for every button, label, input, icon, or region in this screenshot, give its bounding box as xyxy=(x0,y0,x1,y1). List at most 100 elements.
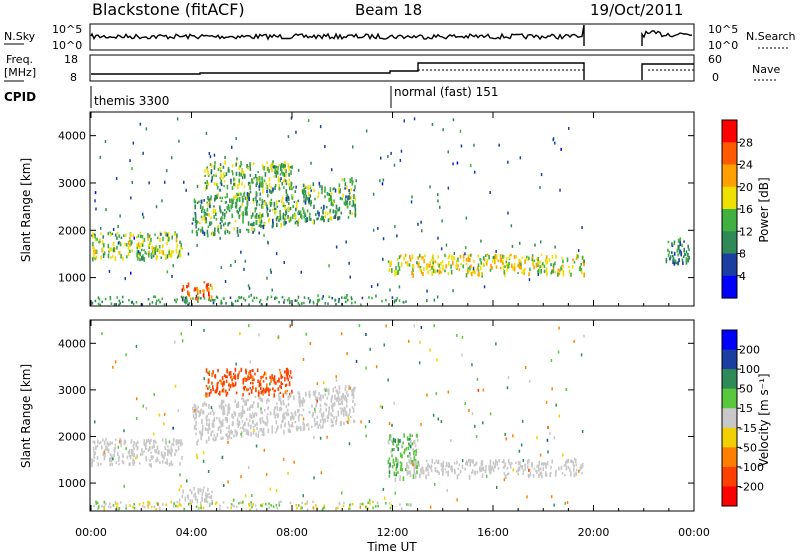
echo-cell xyxy=(262,387,265,392)
echo-cell xyxy=(688,248,690,251)
echo-cell xyxy=(495,249,497,253)
echo-cell xyxy=(235,505,238,509)
echo-cell xyxy=(458,268,461,272)
echo-cell xyxy=(239,164,242,168)
echo-cell xyxy=(153,443,155,448)
echo-cell xyxy=(405,261,407,264)
echo-cell xyxy=(275,413,278,416)
echo-cell xyxy=(335,204,338,210)
echo-cell xyxy=(220,224,222,230)
echo-cell xyxy=(132,449,134,454)
echo-cell xyxy=(325,403,328,407)
echo-cell xyxy=(96,501,99,505)
echo-cell xyxy=(202,428,204,431)
echo-cell xyxy=(539,471,542,476)
echo-cell xyxy=(334,188,337,193)
echo-cell xyxy=(136,397,138,401)
echo-cell xyxy=(183,180,185,184)
echo-cell xyxy=(94,451,97,456)
echo-cell xyxy=(270,270,272,274)
echo-cell xyxy=(417,460,420,466)
echo-cell xyxy=(202,403,204,407)
echo-cell xyxy=(383,496,386,500)
echo-cell xyxy=(178,139,180,143)
echo-cell xyxy=(94,191,97,195)
echo-cell xyxy=(179,240,181,244)
echo-cell xyxy=(274,183,277,187)
power-echo-region-6 xyxy=(665,237,690,266)
echo-cell xyxy=(269,411,272,416)
echo-cell xyxy=(95,500,97,504)
echo-cell xyxy=(203,199,205,202)
echo-cell xyxy=(303,423,305,429)
echo-cell xyxy=(169,450,171,455)
echo-cell xyxy=(291,413,294,417)
echo-cell xyxy=(208,492,211,495)
echo-cell xyxy=(338,206,341,212)
echo-cell xyxy=(468,474,471,480)
x-tick-label: 00:00 xyxy=(678,526,710,539)
echo-cell xyxy=(388,421,391,425)
echo-cell xyxy=(193,494,195,498)
echo-cell xyxy=(345,404,348,408)
echo-cell xyxy=(129,236,131,240)
echo-cell xyxy=(218,417,221,423)
echo-cell xyxy=(480,462,483,467)
echo-cell xyxy=(307,297,310,300)
echo-cell xyxy=(551,269,554,272)
echo-cell xyxy=(103,450,105,454)
echo-cell xyxy=(140,248,143,252)
echo-cell xyxy=(252,199,255,204)
echo-cell xyxy=(254,207,257,211)
echo-cell xyxy=(221,388,224,393)
echo-cell xyxy=(480,261,482,265)
velocity-ground-band xyxy=(93,500,412,511)
freq-label-1: Freq. xyxy=(6,53,33,66)
echo-cell xyxy=(305,393,307,397)
echo-cell xyxy=(298,392,301,396)
echo-cell xyxy=(482,262,485,268)
echo-cell xyxy=(383,343,385,347)
echo-cell xyxy=(233,375,235,379)
echo-cell xyxy=(253,401,255,405)
echo-cell xyxy=(360,303,362,306)
echo-cell xyxy=(237,375,239,380)
echo-cell xyxy=(265,472,268,476)
echo-cell xyxy=(247,284,250,288)
echo-cell xyxy=(242,218,244,224)
echo-cell xyxy=(151,445,154,450)
echo-cell xyxy=(300,214,303,220)
echo-cell xyxy=(312,182,315,187)
echo-cell xyxy=(112,365,114,369)
echo-cell xyxy=(420,271,423,275)
echo-cell xyxy=(533,259,536,262)
echo-cell xyxy=(283,186,285,189)
echo-cell xyxy=(266,296,269,299)
echo-cell xyxy=(266,276,268,280)
echo-cell xyxy=(562,259,564,264)
echo-cell xyxy=(342,504,345,508)
echo-cell xyxy=(102,438,104,442)
echo-cell xyxy=(416,261,418,265)
colorbar-swatch xyxy=(722,388,737,409)
echo-cell xyxy=(220,170,222,173)
echo-cell xyxy=(408,339,410,343)
echo-cell xyxy=(141,451,144,456)
echo-cell xyxy=(203,211,205,214)
echo-cell xyxy=(183,300,186,304)
echo-cell xyxy=(684,253,686,257)
echo-cell xyxy=(253,429,255,432)
echo-cell xyxy=(130,196,132,200)
echo-cell xyxy=(334,299,336,302)
echo-cell xyxy=(145,407,148,410)
echo-cell xyxy=(328,411,330,415)
echo-cell xyxy=(425,468,428,472)
echo-cell xyxy=(187,503,190,506)
echo-cell xyxy=(318,211,320,217)
echo-cell xyxy=(270,201,273,206)
echo-cell xyxy=(222,211,224,216)
echo-cell xyxy=(335,508,337,511)
echo-cell xyxy=(542,462,545,467)
echo-cell xyxy=(121,300,124,304)
echo-cell xyxy=(343,201,346,205)
